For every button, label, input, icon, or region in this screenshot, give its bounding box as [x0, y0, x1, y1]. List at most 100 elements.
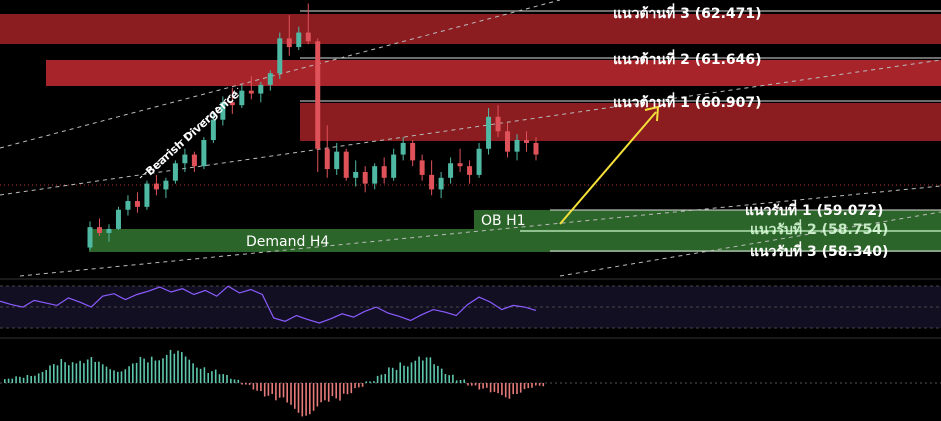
macd-bar	[437, 365, 439, 383]
macd-bar	[538, 383, 541, 386]
candle-body	[248, 90, 254, 94]
candle-body	[305, 32, 311, 42]
macd-bar	[305, 383, 307, 416]
macd-bar	[169, 349, 172, 383]
ob-h1-zone	[474, 210, 941, 230]
candle-body	[476, 148, 482, 175]
macd-bar	[467, 383, 469, 386]
macd-bar	[519, 383, 522, 393]
macd-bar	[478, 383, 481, 390]
channel-lower-line	[19, 185, 941, 277]
macd-bar	[19, 376, 21, 383]
macd-bar	[11, 378, 14, 383]
macd-bar	[282, 383, 285, 398]
macd-bar	[79, 360, 81, 383]
macd-bar	[214, 369, 217, 383]
macd-bar	[312, 383, 315, 411]
macd-bar	[120, 371, 123, 383]
macd-bar	[380, 374, 383, 383]
macd-bar	[165, 354, 168, 383]
macd-bar	[331, 383, 334, 397]
macd-bar	[241, 383, 243, 385]
macd-bar	[429, 357, 432, 383]
macd-bar	[489, 383, 492, 393]
macd-bar	[459, 380, 462, 383]
candle-body	[429, 174, 435, 190]
candle-body	[505, 131, 511, 152]
macd-bar	[388, 367, 390, 383]
macd-bar	[158, 360, 160, 383]
macd-bar	[37, 373, 40, 383]
candle-body	[334, 151, 340, 170]
macd-bar	[53, 364, 55, 383]
macd-bar	[181, 352, 183, 383]
candle-body	[125, 201, 131, 210]
macd-bar	[422, 360, 424, 383]
candle-body	[391, 154, 397, 178]
candle-body	[324, 148, 330, 170]
candle-body	[486, 116, 492, 149]
macd-bar	[309, 383, 311, 415]
candle-body	[514, 140, 520, 152]
candle-body	[210, 119, 216, 141]
macd-bar	[335, 383, 337, 399]
macd-bar	[508, 383, 511, 399]
macd-bar	[211, 371, 213, 383]
candle-body	[296, 32, 302, 48]
macd-bar	[60, 359, 63, 383]
candle-body	[191, 154, 197, 167]
macd-bar	[395, 369, 398, 383]
macd-bar	[98, 361, 100, 383]
macd-bar	[222, 374, 224, 383]
macd-bar	[207, 373, 209, 383]
macd-bar	[173, 353, 176, 383]
candle-body	[524, 140, 530, 143]
macd-bar	[252, 383, 255, 390]
macd-bar	[407, 366, 409, 383]
candle-body	[229, 102, 235, 106]
macd-bar	[320, 383, 322, 403]
macd-bar	[49, 365, 51, 383]
macd-bar	[373, 381, 375, 383]
macd-bar	[94, 361, 96, 383]
support-label-2: แนวรับที่ 2 (58.754)	[750, 219, 888, 238]
candle-body	[495, 116, 501, 132]
candle-body	[343, 151, 349, 178]
macd-bar	[177, 350, 179, 383]
candles	[87, 3, 539, 251]
macd-bar	[384, 374, 386, 383]
macd-bar	[294, 383, 296, 409]
candle-body	[134, 201, 140, 207]
support-label-3: แนวรับที่ 3 (58.340)	[750, 241, 888, 260]
macd-bar	[139, 356, 142, 383]
macd-bar	[527, 383, 530, 389]
macd-bar	[248, 383, 251, 385]
macd-bar	[535, 383, 537, 386]
macd-bar	[162, 358, 164, 383]
macd-bar	[15, 376, 17, 383]
macd-bar	[286, 383, 288, 403]
macd-bar	[263, 383, 266, 397]
macd-bar	[150, 356, 153, 383]
resistance-label-1: แนวต้านที่ 1 (60.907)	[613, 92, 762, 111]
macd-bar	[275, 383, 277, 401]
candle-body	[353, 171, 359, 178]
candle-body	[87, 227, 93, 248]
candle-body	[419, 160, 425, 175]
candle-body	[533, 142, 539, 155]
macd-bar	[75, 363, 78, 383]
macd-bar	[64, 362, 66, 383]
channel-middle-line	[0, 59, 941, 196]
macd-bar	[199, 368, 202, 383]
macd-bar	[56, 365, 59, 383]
macd-bar	[376, 375, 379, 383]
macd-bar	[260, 383, 262, 392]
macd-bar	[414, 360, 417, 383]
macd-bar	[22, 377, 25, 383]
macd-bar	[301, 383, 304, 417]
macd-bar	[192, 363, 194, 383]
macd-histogram	[4, 349, 545, 417]
macd-bar	[354, 383, 356, 389]
